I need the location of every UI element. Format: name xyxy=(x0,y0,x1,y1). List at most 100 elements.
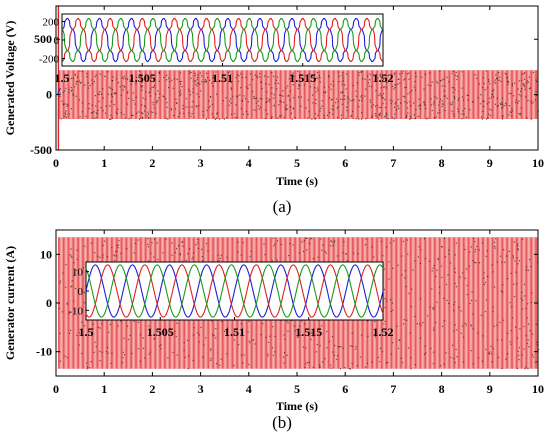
noise-dot xyxy=(393,118,396,120)
noise-dot xyxy=(187,368,189,370)
noise-dot xyxy=(240,73,242,75)
noise-dot xyxy=(451,101,453,103)
noise-dot xyxy=(81,70,84,73)
noise-dot xyxy=(157,99,159,101)
noise-dot xyxy=(83,291,86,294)
noise-dot xyxy=(129,334,131,337)
noise-dot xyxy=(271,87,273,89)
noise-dot xyxy=(511,108,513,110)
noise-dot xyxy=(273,105,275,107)
noise-dot xyxy=(68,312,70,315)
noise-dot xyxy=(416,323,419,325)
noise-dot xyxy=(386,300,388,302)
noise-dot xyxy=(525,96,527,98)
noise-dot xyxy=(311,237,313,239)
noise-dot xyxy=(456,75,458,77)
noise-dot xyxy=(81,111,84,113)
noise-dot xyxy=(464,248,466,251)
noise-dot xyxy=(351,332,353,334)
noise-dot xyxy=(394,113,396,115)
noise-dot xyxy=(68,89,70,91)
noise-dot xyxy=(109,118,111,121)
noise-dot xyxy=(75,80,78,83)
noise-dot xyxy=(419,337,422,339)
noise-dot xyxy=(386,81,388,84)
noise-dot xyxy=(183,342,185,344)
noise-dot xyxy=(287,94,289,97)
noise-dot xyxy=(470,246,472,248)
noise-dot xyxy=(91,83,94,85)
noise-dot xyxy=(153,256,155,258)
noise-dot xyxy=(482,110,484,113)
noise-dot xyxy=(386,246,388,248)
noise-dot xyxy=(382,78,385,80)
noise-dot xyxy=(392,117,394,119)
noise-dot xyxy=(111,89,114,91)
noise-dot xyxy=(162,95,164,97)
noise-dot xyxy=(437,82,439,84)
noise-dot xyxy=(483,277,485,279)
noise-dot xyxy=(114,251,117,253)
noise-dot xyxy=(472,363,474,365)
noise-dot xyxy=(400,357,402,360)
noise-dot xyxy=(141,112,143,114)
noise-dot xyxy=(337,100,339,103)
noise-dot xyxy=(264,117,267,120)
noise-dot xyxy=(222,74,225,76)
noise-dot xyxy=(520,95,522,97)
noise-dot xyxy=(481,242,484,244)
noise-dot xyxy=(494,247,496,249)
noise-dot xyxy=(413,114,415,116)
noise-dot xyxy=(492,306,494,308)
noise-dot xyxy=(319,81,321,83)
noise-dot xyxy=(338,81,340,83)
noise-dot xyxy=(317,114,319,116)
noise-dot xyxy=(392,267,394,269)
noise-dot xyxy=(218,118,221,120)
noise-dots xyxy=(59,70,539,121)
noise-dot xyxy=(380,106,382,108)
noise-dot xyxy=(518,100,520,102)
noise-dot xyxy=(342,347,344,349)
noise-dot xyxy=(501,367,503,370)
noise-dot xyxy=(341,91,343,93)
noise-dot xyxy=(407,347,410,349)
noise-dot xyxy=(480,116,483,118)
noise-dot xyxy=(271,260,273,262)
noise-dot xyxy=(481,360,483,362)
noise-dot xyxy=(66,357,69,359)
noise-dot xyxy=(244,98,246,100)
noise-dot xyxy=(142,347,145,349)
noise-dot xyxy=(463,113,465,116)
noise-dot xyxy=(163,96,165,98)
noise-dot xyxy=(509,104,511,107)
noise-dot xyxy=(521,308,524,310)
noise-dot xyxy=(147,237,149,240)
noise-dot xyxy=(392,309,394,311)
noise-dot xyxy=(156,101,158,103)
noise-dot xyxy=(133,252,135,254)
noise-dot xyxy=(209,105,211,107)
x-tick-label: 9 xyxy=(487,156,493,170)
noise-dot xyxy=(415,75,417,78)
noise-dot xyxy=(70,90,73,92)
noise-dot xyxy=(316,343,318,346)
noise-dot xyxy=(459,276,461,278)
noise-dot xyxy=(266,113,269,115)
noise-dot xyxy=(499,103,502,105)
noise-dot xyxy=(475,300,477,302)
noise-dot xyxy=(510,343,512,345)
noise-dot xyxy=(507,83,509,85)
noise-dot xyxy=(455,242,457,244)
noise-dot xyxy=(417,115,419,118)
noise-dot xyxy=(142,97,144,99)
noise-dot xyxy=(147,113,149,115)
noise-dot xyxy=(168,86,170,89)
noise-dot xyxy=(266,91,268,93)
noise-dot xyxy=(122,89,124,91)
noise-dot xyxy=(360,71,362,73)
noise-dot xyxy=(283,362,285,364)
noise-dot xyxy=(386,333,388,335)
noise-dot xyxy=(172,87,174,89)
noise-dot xyxy=(387,361,389,364)
